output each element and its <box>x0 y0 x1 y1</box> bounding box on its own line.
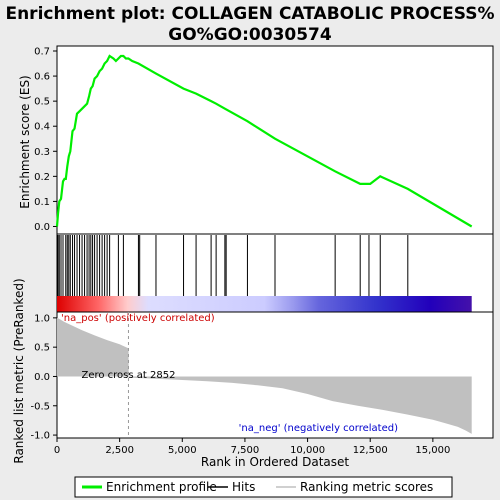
metric-x-tick-label: 0 <box>54 445 60 456</box>
chart-title-line1: Enrichment plot: COLLAGEN CATABOLIC PROC… <box>5 4 494 24</box>
legend-box <box>74 476 453 498</box>
legend-label: Hits <box>232 480 255 494</box>
metric-y-tick-label: -0.5 <box>30 401 50 412</box>
metric-y-axis: 1.0 0.5 0.0 -0.5 -1.0 <box>30 313 57 442</box>
metric-x-label: Rank in Ordered Dataset <box>201 455 349 469</box>
legend-label: Ranking metric scores <box>300 480 433 494</box>
metric-x-tick-label: 7,500 <box>231 445 260 456</box>
metric-group <box>57 312 472 438</box>
metric-y-tick-label: 0.0 <box>34 372 50 383</box>
metric-y-label: Ranked list metric (PreRanked) <box>12 278 26 463</box>
metric-y-tick-label: -1.0 <box>30 431 50 442</box>
es-y-tick-label: 0.6 <box>34 72 50 83</box>
es-y-axis: 0.0 0.1 0.2 0.3 0.4 0.5 0.6 0.7 <box>34 47 57 233</box>
metric-x-tick-label: 12,500 <box>353 445 388 456</box>
legend: Enrichment profile Hits Ranking metric sco… <box>82 480 433 494</box>
es-y-tick-label: 0.0 <box>34 222 50 233</box>
es-y-tick-label: 0.4 <box>34 122 50 133</box>
metric-x-tick-label: 10,000 <box>290 445 325 456</box>
legend-label: Enrichment profile <box>106 480 217 494</box>
es-y-label: Enrichment score (ES) <box>18 75 32 208</box>
es-y-tick-label: 0.5 <box>34 97 50 108</box>
metric-x-tick-label: 2,500 <box>105 445 134 456</box>
neg-label: 'na_neg' (negatively correlated) <box>239 423 398 434</box>
zero-cross-label: Zero cross at 2852 <box>81 370 175 381</box>
hits-group <box>57 235 409 296</box>
es-y-tick-label: 0.7 <box>34 47 50 58</box>
enrichment-profile-line <box>55 54 473 228</box>
rank-color-bar <box>57 296 472 312</box>
metric-y-tick-label: 0.5 <box>34 343 50 354</box>
metric-y-tick-label: 1.0 <box>34 313 50 324</box>
es-y-tick-label: 0.3 <box>34 147 50 158</box>
es-y-tick-label: 0.2 <box>34 172 50 183</box>
es-plot-area <box>56 45 494 235</box>
metric-x-axis: 0 2,500 5,000 7,500 10,000 12,500 15,000 <box>54 438 450 456</box>
metric-x-tick-label: 5,000 <box>168 445 197 456</box>
metric-x-tick-label: 15,000 <box>415 445 450 456</box>
pos-label: 'na_pos' (positively correlated) <box>61 313 215 324</box>
es-line-group <box>55 54 473 228</box>
chart-title-line2: GO%GO:0030574 <box>168 25 332 45</box>
es-y-tick-label: 0.1 <box>34 197 50 208</box>
ranking-metric-area <box>57 317 472 434</box>
